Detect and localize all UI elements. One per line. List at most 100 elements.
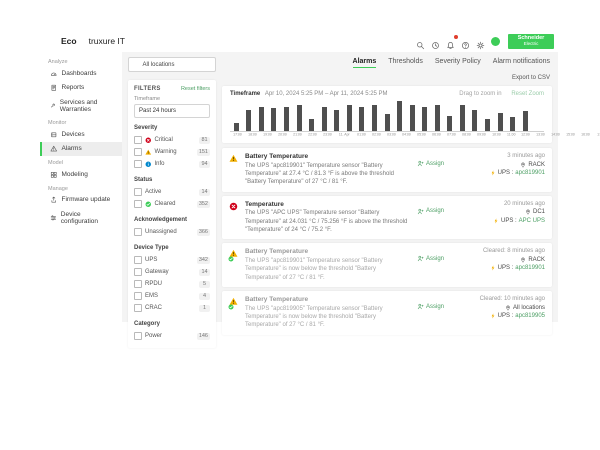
histogram-bar-slot[interactable] xyxy=(431,101,444,131)
sidebar-item-modeling[interactable]: Modeling xyxy=(40,167,122,182)
alarm-device-link[interactable]: apc819901 xyxy=(515,265,545,272)
timeframe-select[interactable]: Past 24 hours xyxy=(134,104,210,118)
x-axis-tick-label: 03:00 xyxy=(386,133,396,137)
filter-option-count: 4 xyxy=(199,292,210,300)
assign-button[interactable]: Assign xyxy=(417,160,444,167)
alarm-location[interactable]: RACK xyxy=(520,257,545,263)
histogram-bar-slot[interactable] xyxy=(243,101,256,131)
alarm-card-3[interactable]: Battery Temperature The UPS "apc819901" T… xyxy=(222,243,552,288)
alarm-text: Temperature The UPS "APC UPS" Temperature… xyxy=(245,201,413,235)
histogram-bar xyxy=(271,108,277,131)
assign-button[interactable]: Assign xyxy=(417,208,444,215)
histogram-bar-slot[interactable] xyxy=(506,101,519,131)
x-axis-tick-label: 11:00 xyxy=(506,133,516,137)
histogram-bar-slot[interactable] xyxy=(255,101,268,131)
bolt-icon xyxy=(490,265,496,271)
histogram-bar-slot[interactable] xyxy=(293,101,306,131)
critical-icon xyxy=(145,137,152,144)
tab-thresholds[interactable]: Thresholds xyxy=(388,58,423,65)
histogram-bar-slot[interactable] xyxy=(444,101,457,131)
alarm-severity-icon-wrap xyxy=(228,296,241,330)
histogram-bar-slot[interactable] xyxy=(393,100,406,131)
alarm-location[interactable]: All locations xyxy=(505,305,545,311)
alarm-card-1[interactable]: Battery Temperature The UPS "apc819901" T… xyxy=(222,148,552,192)
checkbox-unassigned[interactable] xyxy=(134,228,142,236)
chevron-down-icon xyxy=(199,108,205,114)
sidebar-item-reports[interactable]: Reports xyxy=(40,81,122,96)
alarm-device: UPS : apc819905 xyxy=(490,313,545,319)
sidebar-item-device-configuration[interactable]: Device configuration xyxy=(40,207,122,228)
settings-icon[interactable] xyxy=(476,37,485,49)
tab-alarm-notifications[interactable]: Alarm notifications xyxy=(492,58,550,65)
alarm-location[interactable]: RACK xyxy=(520,162,545,168)
checkbox-ups[interactable] xyxy=(134,256,142,264)
reset-zoom-button[interactable]: Reset Zoom xyxy=(511,90,544,97)
export-to-csv-label: Export to CSV xyxy=(511,75,550,82)
bolt-icon xyxy=(490,170,496,176)
checkbox-gateway[interactable] xyxy=(134,268,142,276)
checkbox-cleared[interactable] xyxy=(134,200,142,208)
checkbox-crac[interactable] xyxy=(134,304,142,312)
alarm-histogram[interactable] xyxy=(230,100,545,132)
x-axis-tick-label: 14:00 xyxy=(551,133,561,137)
checkbox-ems[interactable] xyxy=(134,292,142,300)
tab-alarms[interactable]: Alarms xyxy=(352,58,377,68)
histogram-bar-slot[interactable] xyxy=(456,101,469,131)
user-avatar[interactable] xyxy=(491,36,500,46)
x-axis-tick-label: 11. Apr xyxy=(339,133,350,137)
histogram-bar-slot[interactable] xyxy=(532,101,545,131)
checkbox-active[interactable] xyxy=(134,188,142,196)
histogram-bar-slot[interactable] xyxy=(368,101,381,131)
histogram-bar-slot[interactable] xyxy=(268,101,281,131)
reset-filters-link[interactable]: Reset filters xyxy=(180,86,210,92)
history-icon[interactable] xyxy=(431,37,440,49)
config-icon xyxy=(50,214,57,222)
histogram-bar-slot[interactable] xyxy=(494,101,507,131)
histogram-bar-slot[interactable] xyxy=(381,101,394,131)
person-plus-icon xyxy=(417,160,424,167)
histogram-bar-slot[interactable] xyxy=(331,101,344,131)
sidebar-item-dashboards[interactable]: Dashboards xyxy=(40,66,122,81)
alarm-card-4[interactable]: Battery Temperature The UPS "apc819905" T… xyxy=(222,291,552,335)
sidebar-item-alarms[interactable]: Alarms xyxy=(40,141,122,156)
alarm-device-link[interactable]: apc819901 xyxy=(515,170,545,176)
ecostruxure-app-window: Eco truxure IT Schneider Electric Analyze… xyxy=(40,30,600,348)
search-icon[interactable] xyxy=(416,37,425,49)
checkbox-warning[interactable] xyxy=(134,148,142,156)
histogram-bar-slot[interactable] xyxy=(280,101,293,131)
histogram-bar-slot[interactable] xyxy=(469,101,482,131)
histogram-bar-slot[interactable] xyxy=(418,101,431,131)
sidebar-item-devices[interactable]: Devices xyxy=(40,127,122,142)
export-to-csv-button[interactable]: Export to CSV xyxy=(503,75,550,82)
checkbox-power[interactable] xyxy=(134,332,142,340)
filter-option-count: 146 xyxy=(196,332,210,340)
nav-section-label-model: Model xyxy=(48,160,63,166)
histogram-bar-slot[interactable] xyxy=(343,101,356,131)
histogram-bar-slot[interactable] xyxy=(406,101,419,131)
histogram-bar-slot[interactable] xyxy=(318,101,331,131)
checkbox-rpdu[interactable] xyxy=(134,280,142,288)
histogram-bar-slot[interactable] xyxy=(356,101,369,131)
histogram-bar-slot[interactable] xyxy=(230,101,243,131)
alarm-card-2[interactable]: Temperature The UPS "APC UPS" Temperature… xyxy=(222,195,552,240)
alarm-device-link[interactable]: apc819905 xyxy=(515,313,545,320)
sidebar-item-services-and-warranties[interactable]: Services and Warranties xyxy=(40,95,122,116)
filter-option-label: Active xyxy=(145,189,162,195)
sidebar-item-label: Reports xyxy=(61,84,85,92)
alarm-location[interactable]: DC1 xyxy=(525,209,545,215)
notifications-icon[interactable] xyxy=(446,34,458,49)
assign-button[interactable]: Assign xyxy=(417,255,444,262)
help-icon[interactable] xyxy=(461,37,470,49)
histogram-bar-slot[interactable] xyxy=(481,101,494,131)
checkbox-critical[interactable] xyxy=(134,136,142,144)
tab-severity-policy[interactable]: Severity Policy xyxy=(434,58,481,65)
histogram-bar-slot[interactable] xyxy=(519,101,532,131)
info-icon xyxy=(145,161,152,168)
assign-button[interactable]: Assign xyxy=(417,303,444,310)
sidebar-item-firmware-update[interactable]: Firmware update xyxy=(40,193,122,208)
histogram-bar-slot[interactable] xyxy=(305,101,318,131)
location-selector[interactable]: All locations xyxy=(128,57,216,72)
checkbox-info[interactable] xyxy=(134,160,142,168)
alarm-device-link[interactable]: APC UPS xyxy=(518,217,545,224)
menu-icon[interactable] xyxy=(46,37,55,46)
